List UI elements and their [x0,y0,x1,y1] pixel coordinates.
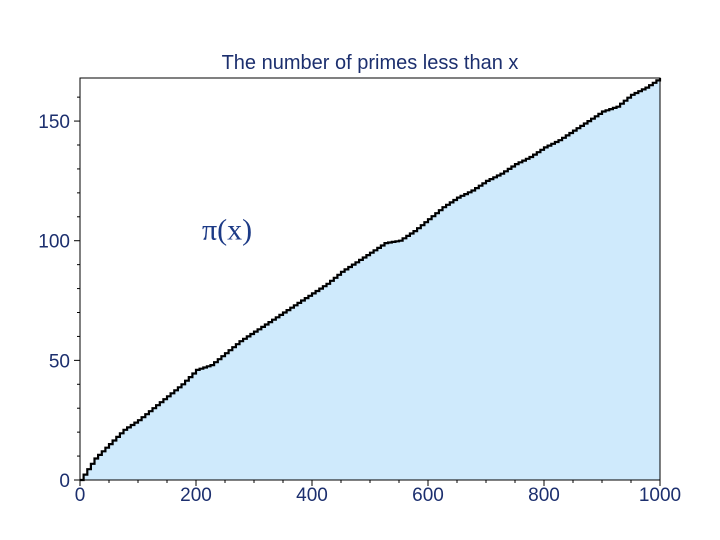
series-line [80,78,662,482]
x-tick-label: 200 [180,485,212,506]
curve-annotation: π(x) [202,214,252,247]
plot-area [80,78,662,482]
axes: 0 50 100 150 0 200 400 600 800 1000 [38,77,681,506]
y-tick-label: 150 [38,112,70,133]
y-tick-label: 100 [38,232,70,253]
y-tick-label: 0 [59,471,70,492]
x-tick-label: 1000 [639,485,681,506]
x-tick-label: 400 [296,485,328,506]
x-tick-label: 0 [75,485,86,506]
y-tick-label: 50 [49,351,70,372]
chart-title: The number of primes less than x [222,52,519,74]
x-tick-label: 600 [412,485,444,506]
area-fill [80,78,660,480]
x-tick-label: 800 [528,485,560,506]
